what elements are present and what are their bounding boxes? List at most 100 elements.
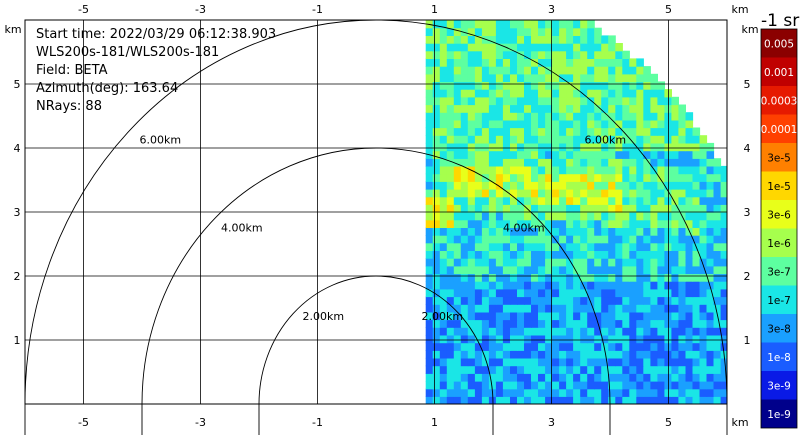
sector-cell bbox=[692, 150, 701, 159]
sector-cell bbox=[474, 73, 483, 83]
sector-cell bbox=[699, 173, 708, 182]
sector-cell bbox=[425, 296, 434, 305]
sector-cell bbox=[643, 196, 651, 205]
sector-cell bbox=[636, 204, 644, 213]
sector-cell bbox=[481, 119, 490, 129]
sector-cell bbox=[650, 127, 658, 136]
sector-cell bbox=[608, 219, 616, 228]
sector-cell bbox=[713, 281, 722, 290]
sector-cell bbox=[629, 127, 637, 136]
sector-cell bbox=[699, 304, 708, 313]
sector-cell bbox=[650, 212, 658, 221]
sector-cell bbox=[502, 189, 511, 198]
sector-cell bbox=[552, 219, 560, 228]
sector-cell bbox=[566, 227, 574, 236]
sector-cell bbox=[545, 112, 553, 121]
sector-cell bbox=[545, 73, 553, 83]
sector-cell bbox=[601, 212, 609, 221]
sector-cell bbox=[446, 142, 455, 152]
sector-cell bbox=[706, 265, 715, 275]
sector-cell bbox=[531, 196, 539, 205]
sector-cell bbox=[488, 104, 497, 113]
sector-cell bbox=[706, 227, 715, 236]
sector-cell bbox=[601, 50, 609, 59]
sector-cell bbox=[720, 342, 727, 351]
sector-cell bbox=[657, 212, 665, 221]
sector-cell bbox=[474, 242, 483, 251]
sector-cell bbox=[636, 119, 644, 129]
sector-cell bbox=[510, 135, 518, 144]
sector-cell bbox=[474, 273, 483, 282]
colorbar-label: 0.001 bbox=[764, 67, 794, 79]
x-tick-label-top: -3 bbox=[195, 3, 206, 16]
sector-cell bbox=[650, 189, 658, 198]
colorbar-swatch bbox=[761, 171, 797, 200]
info-line: Azimuth(deg): 163.64 bbox=[36, 81, 178, 96]
sector-cell bbox=[643, 181, 651, 190]
sector-cell bbox=[594, 381, 602, 390]
sector-cell bbox=[601, 242, 609, 251]
sector-cell bbox=[713, 204, 722, 213]
sector-cell bbox=[580, 273, 588, 282]
sector-cell bbox=[502, 181, 511, 190]
sector-cell bbox=[601, 350, 609, 359]
sector-cell bbox=[545, 235, 553, 244]
sector-cell bbox=[573, 288, 581, 298]
sector-cell bbox=[678, 127, 686, 136]
sector-cell bbox=[432, 119, 441, 129]
sector-cell bbox=[453, 58, 462, 67]
sector-cell bbox=[622, 258, 630, 267]
sector-cell bbox=[601, 319, 609, 328]
sector-cell bbox=[601, 365, 609, 374]
sector-cell bbox=[439, 250, 448, 259]
sector-cell bbox=[573, 27, 581, 36]
sector-cell bbox=[622, 50, 630, 59]
sector-cell bbox=[580, 396, 588, 404]
sector-cell bbox=[629, 388, 637, 397]
sector-cell bbox=[538, 319, 546, 328]
sector-cell bbox=[678, 242, 686, 251]
sector-cell bbox=[524, 181, 532, 190]
sector-cell bbox=[728, 312, 736, 320]
colorbar-label: 1e-8 bbox=[767, 352, 791, 364]
sector-cell bbox=[559, 219, 567, 228]
sector-cell bbox=[685, 273, 694, 282]
sector-cell bbox=[495, 35, 504, 44]
sector-cell bbox=[657, 104, 665, 113]
sector-cell bbox=[587, 327, 595, 336]
sector-cell bbox=[566, 81, 574, 90]
sector-cell bbox=[453, 158, 462, 167]
sector-cell bbox=[650, 373, 658, 382]
sector-cell bbox=[517, 327, 525, 336]
sector-cell bbox=[615, 81, 623, 90]
sector-cell bbox=[706, 327, 715, 336]
sector-cell bbox=[594, 189, 602, 198]
sector-cell bbox=[439, 235, 448, 244]
sector-cell bbox=[538, 381, 546, 390]
sector-cell bbox=[713, 388, 722, 397]
sector-cell bbox=[650, 296, 658, 305]
sector-cell bbox=[474, 327, 483, 336]
sector-cell bbox=[678, 334, 686, 344]
sector-cell bbox=[615, 265, 623, 275]
sector-cell bbox=[587, 258, 595, 267]
sector-cell bbox=[545, 58, 553, 67]
y-tick-label-left: 2 bbox=[14, 270, 21, 283]
sector-cell bbox=[467, 327, 476, 336]
axis-unit-label: km bbox=[731, 3, 748, 16]
sector-cell bbox=[706, 296, 715, 305]
sector-cell bbox=[601, 181, 609, 190]
sector-cell bbox=[552, 112, 560, 121]
sector-cell bbox=[728, 197, 736, 205]
sector-cell bbox=[573, 142, 581, 152]
sector-cell bbox=[580, 388, 588, 397]
sector-cell bbox=[671, 150, 679, 159]
sector-cell bbox=[432, 281, 441, 290]
sector-cell bbox=[566, 296, 574, 305]
sector-cell bbox=[657, 296, 665, 305]
sector-cell bbox=[601, 327, 609, 336]
sector-cell bbox=[432, 296, 441, 305]
sector-cell bbox=[657, 304, 665, 313]
sector-cell bbox=[580, 357, 588, 367]
sector-cell bbox=[425, 334, 434, 344]
